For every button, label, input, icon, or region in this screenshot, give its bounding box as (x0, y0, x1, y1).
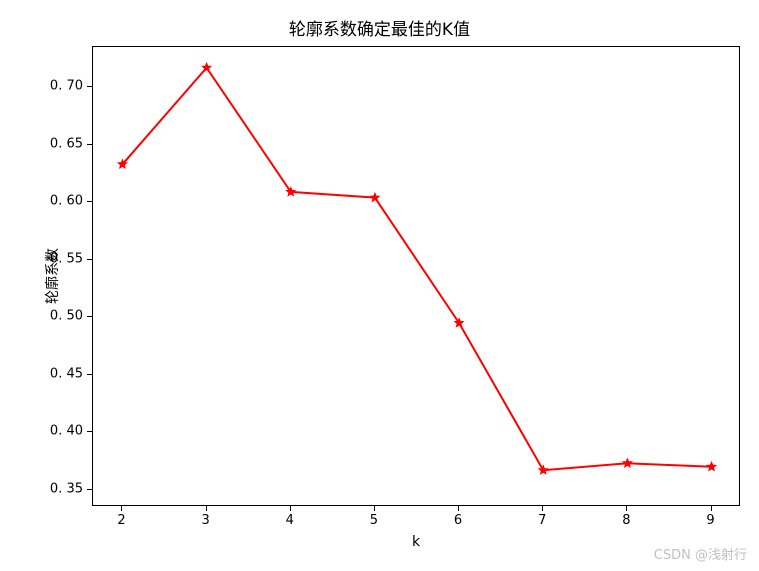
x-tick-label: 7 (538, 513, 546, 528)
x-tick-label: 3 (201, 513, 209, 528)
y-tick-label: 0. 50 (39, 309, 83, 324)
star-marker (371, 193, 380, 201)
y-tick-mark (87, 489, 92, 490)
x-tick-label: 9 (706, 513, 714, 528)
y-tick-label: 0. 60 (39, 194, 83, 209)
y-tick-label: 0. 55 (39, 251, 83, 266)
x-tick-mark (290, 506, 291, 511)
x-tick-label: 2 (117, 513, 125, 528)
x-tick-mark (458, 506, 459, 511)
figure: 轮廓系数确定最佳的K值 轮廓系数 k CSDN @浅射行 2 3 4 5 6 7 8 9 0. … (0, 0, 759, 571)
star-marker (623, 459, 632, 467)
chart-title: 轮廓系数确定最佳的K值 (0, 15, 759, 40)
watermark: CSDN @浅射行 (654, 544, 747, 563)
x-tick-label: 8 (622, 513, 630, 528)
x-tick-mark (711, 506, 712, 511)
x-tick-label: 5 (370, 513, 378, 528)
plot-area (92, 46, 740, 506)
y-tick-label: 0. 65 (39, 136, 83, 151)
data-series (93, 47, 741, 507)
star-marker (707, 462, 716, 470)
x-tick-label: 6 (454, 513, 462, 528)
y-tick-label: 0. 35 (39, 481, 83, 496)
x-tick-mark (542, 506, 543, 511)
y-tick-label: 0. 70 (39, 79, 83, 94)
x-tick-label: 4 (286, 513, 294, 528)
y-tick-mark (87, 374, 92, 375)
y-tick-mark (87, 259, 92, 260)
y-tick-mark (87, 86, 92, 87)
y-tick-label: 0. 45 (39, 366, 83, 381)
y-tick-label: 0. 40 (39, 424, 83, 439)
x-tick-mark (626, 506, 627, 511)
line-series (122, 68, 711, 471)
x-tick-mark (206, 506, 207, 511)
y-tick-mark (87, 431, 92, 432)
x-tick-mark (121, 506, 122, 511)
y-tick-mark (87, 201, 92, 202)
y-axis-label: 轮廓系数 (42, 236, 62, 316)
x-tick-mark (374, 506, 375, 511)
x-axis-label: k (92, 534, 740, 550)
y-tick-mark (87, 144, 92, 145)
y-tick-mark (87, 316, 92, 317)
